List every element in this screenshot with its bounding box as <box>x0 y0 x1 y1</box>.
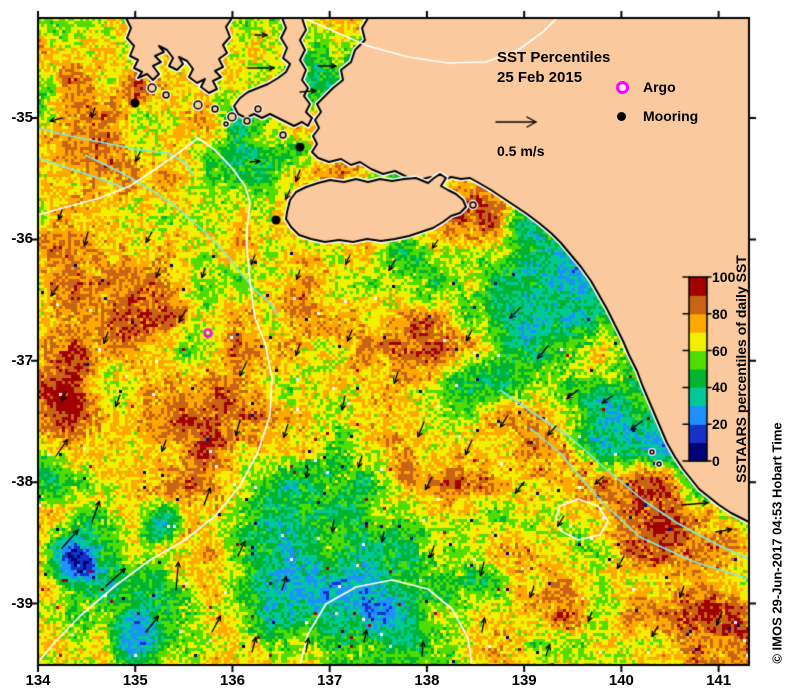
y-tick-label: -35 <box>11 109 33 126</box>
mooring-marker-icon <box>617 112 626 121</box>
y-tick-label: -36 <box>11 230 33 248</box>
x-tick-label: 140 <box>608 672 634 689</box>
y-tick-label: -38 <box>11 473 33 491</box>
colorbar-tick-label: 40 <box>712 379 728 396</box>
x-tick-label: 135 <box>122 672 148 689</box>
x-tick-label: 136 <box>219 672 245 689</box>
colorbar-axis-label: SSTAARS percentiles of daily SST <box>733 255 749 483</box>
x-tick-label: 141 <box>706 672 732 689</box>
colorbar-tick-label: 100 <box>712 269 736 285</box>
x-tick-label: 139 <box>511 672 537 689</box>
mooring-legend-label: Mooring <box>643 108 699 124</box>
colorbar-tick-label: 0 <box>712 453 720 469</box>
colorbar-tick-label: 80 <box>712 305 728 322</box>
y-tick-label: -39 <box>11 594 33 612</box>
argo-legend-label: Argo <box>643 79 676 95</box>
x-tick-label: 137 <box>317 672 343 689</box>
velocity-scale-label: 0.5 m/s <box>497 143 545 159</box>
y-tick-label: -37 <box>11 351 33 369</box>
x-tick-label: 138 <box>414 672 440 689</box>
colorbar-tick-label: 60 <box>712 342 728 359</box>
credit-text: © IMOS 29-Jun-2017 04:53 Hobart Time <box>769 422 785 664</box>
x-tick-label: 134 <box>25 672 51 689</box>
map-date: 25 Feb 2015 <box>497 69 583 86</box>
colorbar-tick-label: 20 <box>712 416 728 433</box>
argo-marker-icon <box>616 81 629 94</box>
map-title: SST Percentiles <box>497 49 611 66</box>
